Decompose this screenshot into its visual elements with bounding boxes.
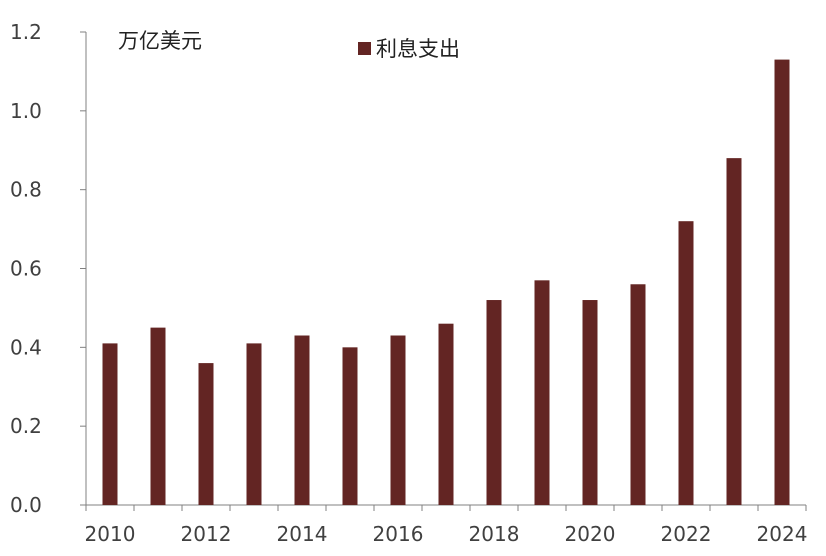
y-tick-label: 0.2 [10,414,42,438]
bar-2020 [582,300,598,505]
y-tick-label: 0.4 [10,335,42,359]
bar-2015 [342,347,358,505]
x-tick-label: 2018 [469,522,520,546]
bar-2018 [486,300,502,505]
bar-2010 [102,343,118,505]
bar-2016 [390,335,406,505]
bar-2021 [630,284,646,505]
x-tick-label: 2010 [85,522,136,546]
bar-2014 [294,335,310,505]
x-tick-label: 2020 [565,522,616,546]
x-tick-label: 2016 [373,522,424,546]
bar-2023 [726,158,742,505]
y-tick-label: 0.8 [10,178,42,202]
x-tick-label: 2024 [757,522,808,546]
bar-2024 [774,59,790,505]
x-tick-label: 2022 [661,522,712,546]
bar-series [102,59,790,505]
y-axis-unit-label: 万亿美元 [118,29,202,53]
bar-2012 [198,363,214,505]
x-tick-label: 2014 [277,522,328,546]
bar-2011 [150,327,166,505]
legend-swatch [358,42,371,55]
bar-2019 [534,280,550,505]
bar-2022 [678,221,694,505]
bar-2017 [438,323,454,505]
y-tick-label: 0.0 [10,493,42,517]
bar-2013 [246,343,262,505]
y-tick-label: 0.6 [10,257,42,281]
y-tick-label: 1.0 [10,99,42,123]
y-tick-label: 1.2 [10,20,42,44]
legend-label: 利息支出 [376,37,460,61]
legend: 利息支出 [358,37,460,61]
x-tick-label: 2012 [181,522,232,546]
x-axis: 2010 2012 2014 2016 2018 2020 2022 2024 [85,504,808,546]
y-axis: 0.0 0.2 0.4 0.6 0.8 1.0 1.2 [10,20,87,517]
